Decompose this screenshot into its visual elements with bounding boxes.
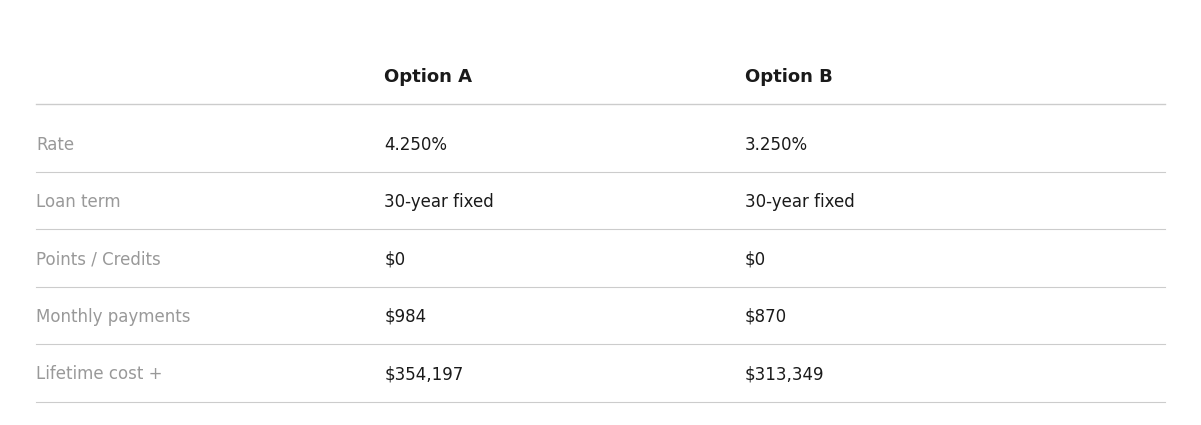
Text: Points / Credits: Points / Credits [36, 250, 161, 268]
Text: $354,197: $354,197 [384, 365, 464, 383]
Text: Loan term: Loan term [36, 193, 120, 211]
Text: Monthly payments: Monthly payments [36, 308, 191, 326]
Text: Rate: Rate [36, 136, 74, 153]
Text: Lifetime cost +: Lifetime cost + [36, 365, 162, 383]
Text: $313,349: $313,349 [745, 365, 824, 383]
Text: $0: $0 [745, 250, 766, 268]
Text: 4.250%: 4.250% [384, 136, 447, 153]
Text: $984: $984 [384, 308, 426, 326]
Text: 30-year fixed: 30-year fixed [384, 193, 494, 211]
Text: 3.250%: 3.250% [745, 136, 808, 153]
Text: Option B: Option B [745, 68, 832, 85]
Text: $870: $870 [745, 308, 787, 326]
Text: $0: $0 [384, 250, 406, 268]
Text: 30-year fixed: 30-year fixed [745, 193, 854, 211]
Text: Option A: Option A [384, 68, 472, 85]
